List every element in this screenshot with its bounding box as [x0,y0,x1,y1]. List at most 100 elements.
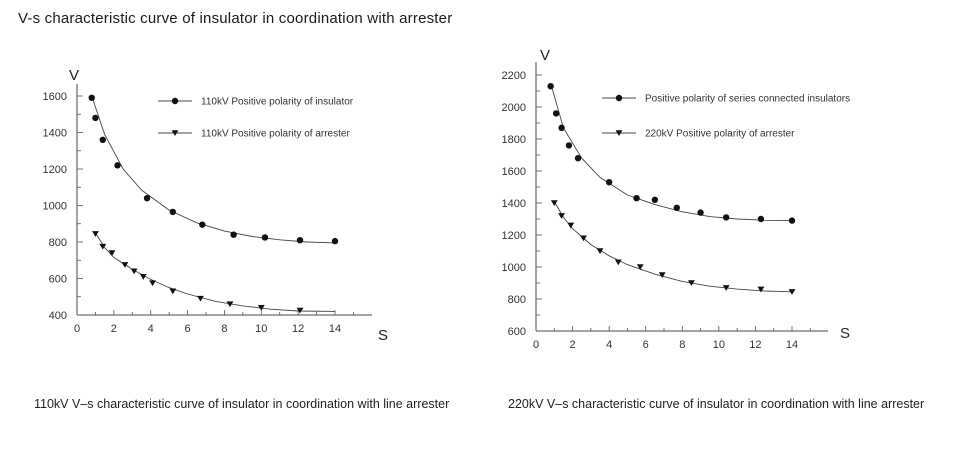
chart-220kv-series-0-point [651,196,659,203]
chart-110kv-series-1-point [257,304,265,311]
chart-220kv-series-1-point [788,289,796,295]
chart-220kv-series-1-point [688,280,695,287]
chart-110kv-y-tick-label: 1400 [43,128,67,140]
chart-110kv-x-tick-label: 12 [292,323,304,335]
chart-220kv-series-0-point [722,214,730,221]
chart-220kv-series-1 [550,200,796,295]
chart-220kv-series-0-point [574,155,582,162]
chart-220kv-series-0-point [697,209,704,216]
chart-110kv-legend-marker-1 [171,130,179,137]
chart-220kv-x-tick-label: 12 [749,339,761,351]
chart-110kv-y-tick-label: 800 [49,237,67,249]
chart-110kv-series-0-point [92,114,99,122]
chart-110kv-x-tick-label: 4 [148,323,154,335]
chart-220kv-series-1-point [636,264,644,271]
chart-220kv-x-tick-label: 10 [713,339,725,351]
chart-110kv-series-0-point [99,136,107,143]
chart-220kv-series-1-point [567,222,575,229]
chart-110kv-legend-marker-0 [171,97,179,105]
chart-220kv-series-0-point [605,179,613,186]
chart-110kv-legend-label-0: 110kV Positive polarity of insulator [201,97,354,108]
chart-110kv-series-1-point [296,307,304,314]
chart-110kv-x-tick-label: 6 [185,323,191,335]
chart-220kv-y-tick-label: 800 [508,294,526,306]
chart-110kv-x-axis-label: S [378,327,388,344]
chart-220kv-legend-label-0: Positive polarity of series connected in… [645,94,850,105]
chart-220kv-series-0-point [547,83,554,90]
chart-220kv-y-tick-label: 1600 [502,166,526,178]
chart-220kv-series-0-point [757,215,765,223]
chart-220kv-y-tick-label: 1800 [502,134,526,146]
chart-220kv-series-0-point [788,217,796,224]
chart-110kv-series-0-curve [91,95,336,244]
chart-220kv-x-tick-label: 2 [570,339,576,351]
chart-220kv-legend-marker-1 [615,130,623,137]
chart-110kv-series-0-point [143,195,151,202]
chart-220kv-y-tick-label: 600 [508,326,526,338]
chart-110kv-x-tick-label: 8 [221,323,227,335]
chart-110kv-series-0-point [88,94,95,102]
chart-220kv-y-tick-label: 2200 [502,70,526,82]
chart-110kv-y-tick-label: 600 [49,274,67,286]
chart-110kv-series-0-point [114,162,121,169]
chart-110kv-series-1 [92,231,336,314]
chart-220kv-x-tick-label: 14 [786,339,798,351]
chart-110kv-series-1-point [99,243,107,250]
chart-220kv-series-0-point [558,124,565,131]
chart-220kv-x-tick-label: 6 [643,339,649,351]
chart-220kv-x-tick-label: 8 [679,339,685,351]
chart-220kv-y-axis-label: V [540,47,550,64]
chart-220kv-y-tick-label: 1000 [502,262,526,274]
chart-220kv-series-1-point [550,200,558,207]
page-title: V-s characteristic curve of insulator in… [18,10,453,27]
chart-110kv-series-0-point [331,237,339,245]
chart-110kv-series-0-point [296,236,304,244]
chart-220kv-x-tick-label: 4 [606,339,612,351]
chart-110kv-series-1-point [130,268,138,275]
chart-110kv-y-tick-label: 400 [49,310,67,322]
chart-110kv-series-1-point [139,273,147,280]
chart-110kv-series-0-point [169,208,177,216]
chart-220kv-series-0-point [673,204,680,211]
chart-110kv-x-tick-label: 10 [255,323,267,335]
chart-220kv-series-1-point [658,272,666,279]
chart-220kv-series-1-point [614,259,622,266]
chart-220kv-y-tick-label: 1200 [502,230,526,242]
chart-110kv-y-tick-label: 1000 [43,201,67,213]
chart-220kv-series-0-point [552,110,560,117]
chart-110kv-series-1-point [149,280,156,287]
chart-220kv-series-0 [547,82,796,224]
chart-110kv-series-1-point [197,295,204,302]
chart-110kv-series-1-curve [95,232,336,312]
chart-220kv-series-0-point [633,195,640,202]
chart-110kv-series-0-point [199,221,206,228]
chart-110kv-x-tick-label: 2 [111,323,117,335]
chart-110kv-series-0 [88,94,339,245]
chart-110kv-series-1-point [169,288,177,295]
chart-220kv-y-tick-label: 1400 [502,198,526,210]
chart-220kv-series-0-point [565,142,573,149]
chart-110kv-series-1-point [92,231,99,237]
chart-110kv-x-tick-label: 0 [74,323,80,335]
chart-110kv-x-tick-label: 14 [329,323,341,335]
chart-110kv-legend-label-1: 110kV Positive polarity of arrester [201,129,350,140]
chart-110kv-y-axis-label: V [69,67,79,84]
chart-220kv: 0 2 4 6 8 10 12 14 600 800 1000 1200 1400 1600 1800 200… [502,47,851,351]
chart-110kv-series-0-point [261,234,269,241]
chart-220kv-legend-marker-0 [615,94,623,102]
chart-220kv-x-axis-label: S [840,325,850,342]
chart-220kv-x-tick-label: 0 [533,339,539,351]
chart-220kv-series-1-point [722,285,730,291]
chart-220kv-y-tick-label: 2000 [502,102,526,114]
chart-220kv-caption: 220kV V–s characteristic curve of insula… [508,397,925,411]
chart-110kv-series-1-point [121,262,129,268]
chart-110kv-series-1-point [226,301,234,308]
chart-110kv-series-0-point [230,231,237,238]
chart-110kv-y-tick-label: 1200 [43,164,67,176]
chart-220kv-series-1-point [580,235,587,242]
chart-110kv-y-tick-label: 1600 [43,91,67,103]
chart-220kv-series-1-curve [553,201,793,293]
chart-110kv-caption: 110kV V–s characteristic curve of insula… [34,397,450,411]
